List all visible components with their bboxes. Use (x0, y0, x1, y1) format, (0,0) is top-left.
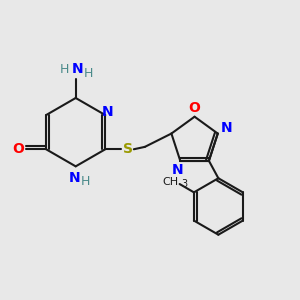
Text: N: N (71, 62, 83, 76)
Text: H: H (80, 175, 90, 188)
Text: 3: 3 (182, 179, 188, 189)
Text: H: H (60, 63, 69, 76)
Text: N: N (221, 121, 232, 135)
Text: O: O (12, 142, 24, 156)
Text: S: S (123, 142, 133, 156)
Text: O: O (189, 101, 200, 115)
Text: N: N (68, 171, 80, 184)
Text: CH: CH (163, 177, 179, 187)
Text: N: N (102, 104, 113, 118)
Text: H: H (83, 67, 93, 80)
Text: N: N (172, 163, 184, 177)
